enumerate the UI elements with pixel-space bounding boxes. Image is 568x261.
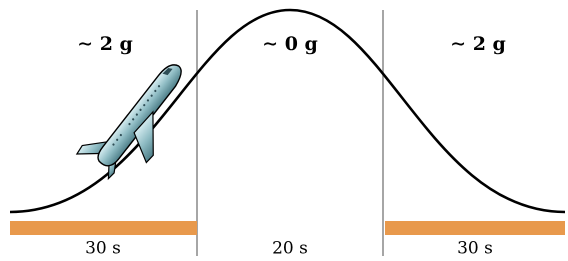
duration-label: 20 s xyxy=(272,239,308,259)
duration-label: 30 s xyxy=(457,239,493,259)
g-label: ∼ 0 g xyxy=(262,33,318,55)
duration-label: 30 s xyxy=(85,239,121,259)
parabolic-flight-diagram: ∼ 2 g ∼ 0 g ∼ 2 g 30 s 20 s 30 s xyxy=(0,0,568,261)
airplane xyxy=(76,49,206,191)
duration-bar xyxy=(10,221,197,235)
g-label: ∼ 2 g xyxy=(77,33,133,55)
g-label: ∼ 2 g xyxy=(450,33,506,55)
duration-bar xyxy=(385,221,565,235)
